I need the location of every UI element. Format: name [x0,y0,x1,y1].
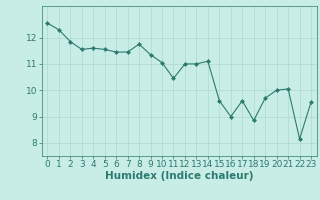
X-axis label: Humidex (Indice chaleur): Humidex (Indice chaleur) [105,171,253,181]
